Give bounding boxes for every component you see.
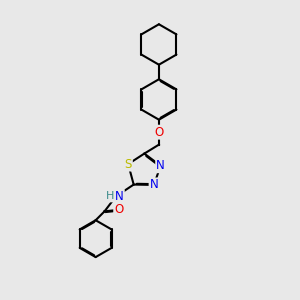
- Text: N: N: [156, 159, 165, 172]
- Text: O: O: [114, 203, 123, 216]
- Text: N: N: [150, 178, 158, 191]
- Text: N: N: [115, 190, 124, 203]
- Text: H: H: [106, 191, 115, 202]
- Text: S: S: [124, 158, 132, 171]
- Text: O: O: [154, 126, 164, 139]
